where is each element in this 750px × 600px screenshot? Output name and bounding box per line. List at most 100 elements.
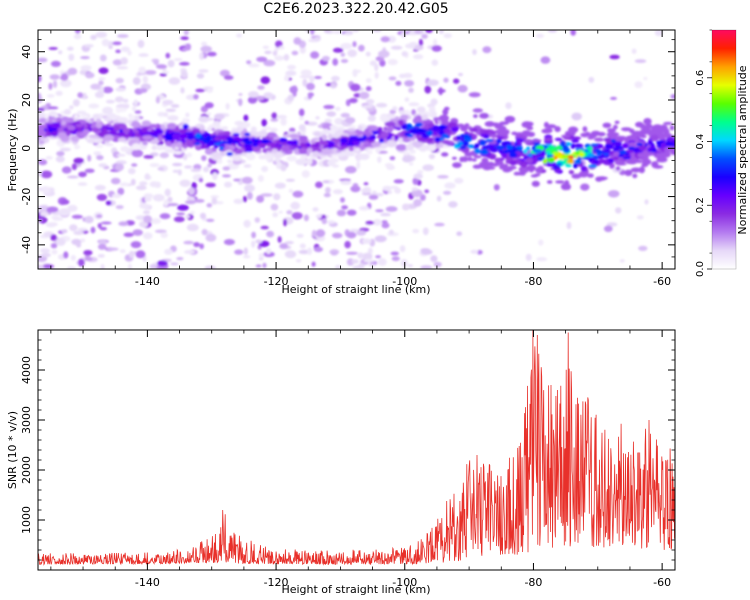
spectrogram-cell [299,75,312,79]
spectrogram-cell [193,94,199,100]
spectrogram-cell [203,166,210,173]
spectrogram-cell [207,51,217,57]
spectrogram-cell [422,113,428,121]
spectrogram-cell [211,151,221,158]
spectrogram-cell [471,158,477,162]
spectrogram-cell [413,45,424,51]
spectrogram-cell [160,124,166,130]
spectrogram-cell [356,161,361,170]
spectrogram-cell [526,164,536,172]
spectrogram-cell [56,237,66,246]
spectrogram-cell [336,129,344,136]
spectrogram-cell [613,151,620,158]
spectrogram-cell [205,135,212,141]
spectrogram-cell [179,179,191,187]
spectrogram-cell [234,120,244,126]
spectrogram-cell [174,146,180,150]
spectrogram-cell [421,33,428,39]
spectrogram-cell [241,176,253,184]
spectrogram-cell [315,229,326,238]
spectrogram-cell [102,106,114,115]
spectrogram-cell [298,124,306,132]
spectrogram-cell [365,220,375,225]
spectrogram-cell [341,205,348,210]
spectrogram-cell [61,166,72,174]
spectrogram-cell [298,108,305,117]
spectrogram-cell [186,140,194,148]
spectrogram-cell [566,221,572,230]
spectrogram-cell [644,199,649,205]
spectrogram-cell [99,227,107,231]
spectrogram-cell [70,135,79,142]
spectrogram-cell [263,59,276,67]
spectrogram-cell [306,143,311,147]
spectrogram-cell [246,60,252,65]
spectrogram-cell [176,212,186,216]
spectrogram-cell [306,121,318,126]
spectrogram-cell [120,57,128,65]
spectrogram-cell [456,141,463,147]
spectrogram-cell [280,164,287,172]
spectrogram-cell [92,138,103,143]
spectrogram-cell [314,76,322,79]
snr-x-tick-label: -120 [264,576,289,589]
spectrogram-cell [173,58,183,62]
spectrogram-cell [437,175,449,179]
spectrogram-cell [518,166,528,173]
spectrogram-cell [401,51,408,57]
spectrogram-cell [638,166,646,174]
spectrogram-cell [411,109,416,116]
spectrogram-x-tick-label: -60 [653,275,671,288]
spectrogram-cell [207,163,212,168]
spectrogram-cell [312,151,320,157]
snr-y-tick-label: 1000 [20,506,33,534]
spectrogram-cell [195,88,205,93]
spectrogram-cell [362,252,373,261]
spectrogram-cell [274,182,286,189]
spectrogram-cell [340,197,345,203]
spectrogram-cell [93,151,102,156]
spectrogram-cell [473,155,482,159]
spectrogram-cell [186,223,199,232]
spectrogram-cell [261,119,268,127]
spectrogram-cell [286,155,297,162]
spectrogram-cell [535,33,545,39]
spectrogram-cell [408,102,420,107]
spectrogram-cell [584,131,591,137]
spectrogram-cell [59,147,71,152]
spectrogram-cell [608,158,614,163]
spectrogram-cell [195,132,202,139]
spectrogram-cell [264,50,272,55]
spectrogram-cell [381,222,390,229]
spectrogram-cell [365,78,372,84]
spectrogram-cell [46,206,59,213]
spectrogram-cell [66,266,76,269]
spectrogram-cell [96,155,104,161]
spectrogram-cell [254,217,260,223]
spectrogram-cell [361,192,372,196]
spectrogram-cell [159,152,169,159]
spectrogram-cell [284,250,297,259]
spectrogram-cell [179,129,187,134]
spectrogram-cell [199,212,207,220]
spectrogram-cell [153,194,165,202]
spectrogram-cell [456,135,462,141]
spectrogram-ylabel: Frequency (Hz) [6,109,19,192]
spectrogram-cell [499,121,509,125]
spectrogram-cell [298,135,308,142]
spectrogram-cell [115,205,124,210]
spectrogram-cell [168,77,181,85]
spectrogram-cell [610,96,617,100]
spectrogram-cell [269,127,278,133]
spectrogram-cell [361,188,372,194]
spectrogram-cell [135,185,147,191]
spectrogram-cell [609,54,620,60]
spectrogram-cell [300,154,308,160]
spectrogram-cell [253,138,260,143]
spectrogram-cell [441,120,450,126]
spectrogram-cell [588,132,597,139]
spectrogram-cell [225,103,230,110]
spectrogram-cell [389,156,396,161]
spectrogram-cell [76,110,87,115]
